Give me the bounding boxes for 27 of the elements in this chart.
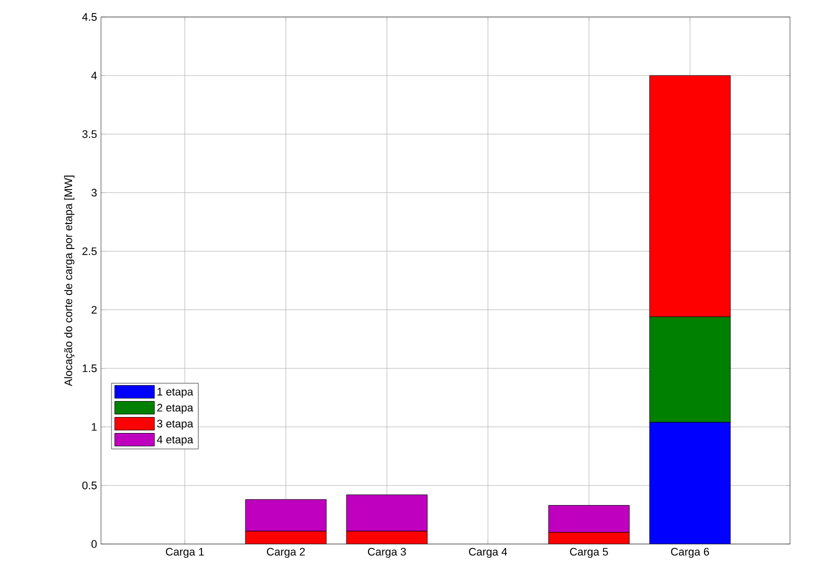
y-tick-label: 3 — [91, 188, 97, 197]
bar — [346, 531, 428, 544]
y-tick-label: 4.5 — [82, 13, 97, 21]
y-axis-title: Alocação do corte de carga por etapa [MW] — [64, 176, 74, 386]
y-tick-label: 3.5 — [82, 130, 97, 138]
y-tick-label: 0.5 — [82, 482, 97, 490]
x-tick-label: Carga 4 — [469, 548, 508, 558]
y-tick-label: 4 — [91, 72, 97, 80]
bar — [346, 494, 428, 532]
y-tick-label: 2 — [92, 306, 97, 314]
bar — [245, 531, 326, 544]
x-tick-label: Carga 6 — [671, 548, 709, 558]
x-tick-label: Carga 3 — [368, 548, 406, 558]
legend-label: 3 etapa — [157, 420, 194, 430]
legend-label: 2 etapa — [157, 404, 194, 414]
y-tick-label: 1 — [92, 423, 97, 431]
bar — [548, 505, 630, 533]
bar — [649, 75, 731, 318]
legend-label: 1 etapa — [158, 388, 194, 398]
x-tick-label: Carga 1 — [166, 548, 204, 558]
y-tick-label: 2.5 — [82, 247, 97, 256]
legend-label: 4 etapa — [156, 436, 194, 446]
y-tick-label: 1.5 — [82, 364, 97, 372]
y-tick-label: 0 — [91, 540, 97, 548]
x-tick-label: Carga 5 — [570, 548, 608, 558]
x-tick-label: Carga 2 — [266, 548, 305, 558]
bar — [548, 532, 630, 544]
